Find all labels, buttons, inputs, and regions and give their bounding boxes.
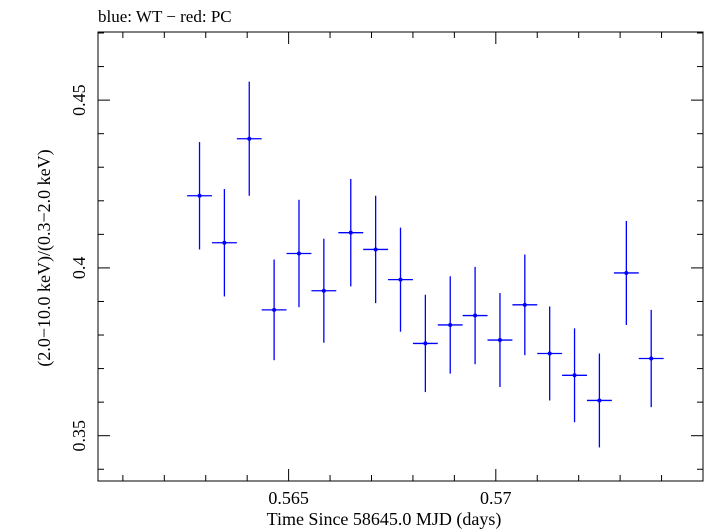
data-point [462, 266, 488, 365]
data-point [187, 142, 212, 250]
point-marker [597, 398, 602, 403]
data-points [187, 81, 664, 448]
point-marker [373, 247, 378, 252]
point-marker [321, 288, 326, 293]
point-marker [348, 230, 353, 235]
x-axis-label: Time Since 58645.0 MJD (days) [267, 509, 502, 530]
y-tick-label: 0.4 [69, 257, 89, 280]
point-marker [247, 136, 252, 141]
data-point [613, 220, 639, 325]
data-point [261, 259, 287, 361]
plot-frame [97, 31, 704, 482]
data-point [437, 276, 463, 374]
chart-title: blue: WT − red: PC [98, 7, 232, 26]
point-marker [448, 322, 453, 327]
x-tick-label: 0.565 [268, 488, 309, 508]
point-marker [624, 270, 629, 275]
point-marker [522, 302, 527, 307]
point-marker [572, 373, 577, 378]
y-axis-label: (2.0−10.0 keV)/(0.3−2.0 keV) [34, 149, 55, 366]
data-point [638, 309, 664, 408]
data-point [412, 294, 438, 393]
point-marker [197, 193, 202, 198]
y-tick-label: 0.45 [69, 84, 89, 116]
data-point [311, 238, 337, 343]
point-marker [547, 351, 552, 356]
axis-tick-labels: 0.565 0.57 0.35 0.4 0.45 [69, 84, 512, 508]
point-marker [473, 313, 478, 318]
data-point [388, 227, 413, 332]
data-point [586, 353, 612, 448]
data-point [487, 293, 513, 388]
point-marker [222, 240, 227, 245]
y-tick-label: 0.35 [69, 420, 89, 452]
data-point [512, 254, 538, 356]
data-point [537, 306, 563, 401]
data-point [286, 199, 312, 308]
data-point [562, 328, 587, 423]
data-point [211, 189, 237, 297]
axis-ticks [98, 32, 703, 481]
point-marker [497, 338, 502, 343]
data-point [338, 178, 364, 287]
point-marker [296, 251, 301, 256]
point-marker [272, 307, 277, 312]
x-tick-label: 0.57 [480, 488, 512, 508]
point-marker [398, 277, 403, 282]
point-marker [649, 356, 654, 361]
data-point [236, 81, 262, 196]
point-marker [423, 341, 428, 346]
data-point [363, 195, 389, 304]
